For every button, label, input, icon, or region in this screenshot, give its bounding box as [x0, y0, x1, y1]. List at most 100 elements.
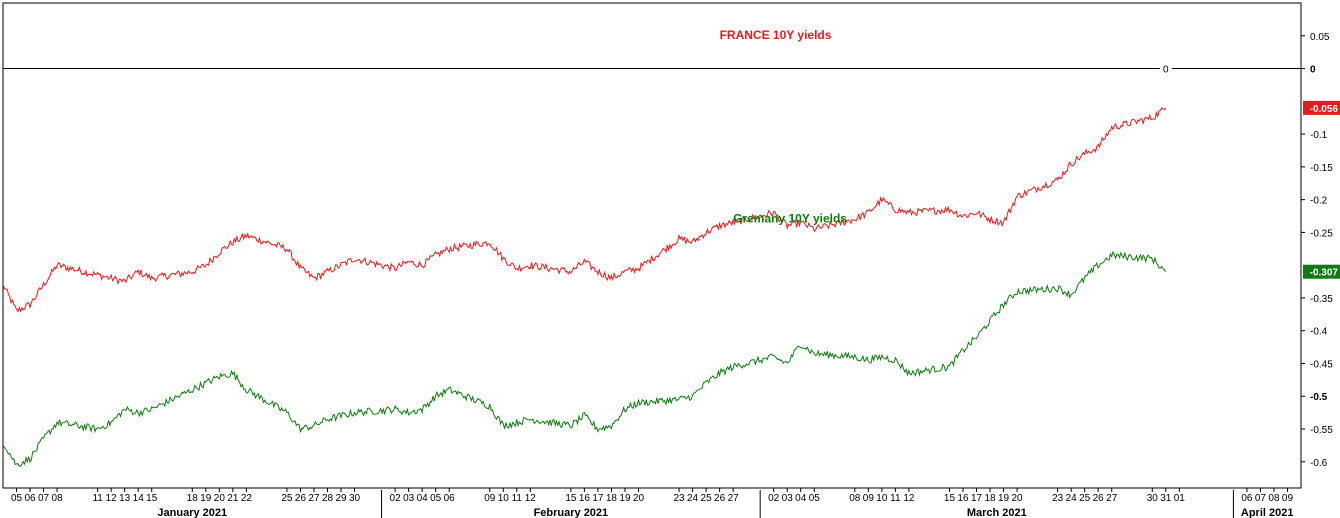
y-tick-label-11: -0.6 — [1310, 458, 1328, 469]
x-tick-label-41: 03 — [782, 493, 794, 504]
y-tick-label-6: -0.35 — [1310, 294, 1333, 305]
x-tick-label-16: 27 — [308, 493, 320, 504]
x-tick-label-51: 17 — [971, 493, 983, 504]
x-tick-label-11: 20 — [214, 493, 226, 504]
x-tick-label-30: 16 — [579, 493, 591, 504]
x-tick-label-34: 20 — [633, 493, 645, 504]
x-tick-label-9: 18 — [187, 493, 199, 504]
month-label-3: April 2021 — [1241, 507, 1294, 518]
x-tick-label-26: 10 — [498, 493, 510, 504]
zero-line-label-bg — [1159, 62, 1172, 75]
series-line-0 — [2, 106, 1167, 313]
x-tick-label-56: 24 — [1066, 493, 1078, 504]
x-tick-label-45: 09 — [863, 493, 875, 504]
x-tick-label-1: 06 — [24, 493, 36, 504]
x-tick-label-22: 04 — [417, 493, 429, 504]
x-tick-label-25: 09 — [484, 493, 496, 504]
x-tick-label-6: 13 — [119, 493, 131, 504]
x-tick-label-43: 05 — [809, 493, 821, 504]
x-tick-label-23: 05 — [430, 493, 442, 504]
x-tick-label-8: 15 — [146, 493, 158, 504]
x-tick-label-0: 05 — [11, 493, 23, 504]
zero-reference-line: 0 — [3, 62, 1301, 76]
x-tick-label-55: 23 — [1052, 493, 1064, 504]
x-tick-label-53: 19 — [998, 493, 1010, 504]
x-tick-label-12: 21 — [227, 493, 239, 504]
x-tick-label-18: 29 — [335, 493, 347, 504]
x-tick-label-39: 27 — [728, 493, 740, 504]
last-value-text-0: -0.056 — [1310, 104, 1339, 115]
x-tick-label-32: 18 — [606, 493, 618, 504]
month-label-0: January 2021 — [157, 507, 227, 518]
plot-frame — [2, 2, 1302, 489]
x-tick-label-57: 25 — [1079, 493, 1091, 504]
x-tick-label-46: 10 — [876, 493, 888, 504]
x-tick-label-47: 11 — [890, 493, 901, 504]
series-lines — [2, 106, 1167, 467]
x-tick-label-66: 09 — [1282, 493, 1294, 504]
x-tick-label-20: 02 — [390, 493, 402, 504]
x-tick-label-64: 07 — [1255, 493, 1267, 504]
x-tick-label-21: 03 — [403, 493, 415, 504]
x-tick-label-29: 15 — [565, 493, 577, 504]
y-tick-label-1: 0 — [1310, 65, 1316, 76]
last-value-badge-0 — [1303, 100, 1340, 115]
x-tick-label-49: 15 — [944, 493, 956, 504]
x-tick-label-24: 06 — [444, 493, 456, 504]
x-tick-label-7: 14 — [133, 493, 145, 504]
x-tick-label-5: 12 — [106, 493, 118, 504]
x-tick-label-2: 07 — [38, 493, 50, 504]
x-tick-label-65: 08 — [1268, 493, 1280, 504]
y-tick-label-4: -0.2 — [1310, 196, 1328, 207]
last-value-badges: -0.056 -0.307 — [1303, 100, 1340, 279]
x-tick-label-10: 19 — [200, 493, 212, 504]
x-tick-label-19: 30 — [349, 493, 361, 504]
x-tick-label-44: 08 — [849, 493, 861, 504]
last-value-badge-1 — [1303, 264, 1340, 279]
y-tick-label-10: -0.55 — [1310, 425, 1333, 436]
month-label-2: March 2021 — [967, 507, 1027, 518]
x-tick-label-37: 25 — [701, 493, 713, 504]
month-label-1: February 2021 — [534, 507, 609, 518]
y-tick-label-5: -0.25 — [1310, 228, 1333, 239]
x-tick-label-58: 26 — [1093, 493, 1105, 504]
x-tick-label-63: 06 — [1241, 493, 1253, 504]
x-tick-label-62: 01 — [1174, 493, 1186, 504]
x-tick-label-54: 20 — [1012, 493, 1024, 504]
x-tick-label-4: 11 — [92, 493, 103, 504]
x-tick-label-40: 02 — [768, 493, 780, 504]
y-axis: 0.05 0 -0.1 -0.15 -0.2 -0.25 -0.35 -0.4 -0.45 -0.… — [1301, 32, 1333, 469]
x-axis: 05 06 07 08 11 12 13 14 15 18 19 20 21 22 25 26 27 28 29 30… — [11, 488, 1294, 504]
x-tick-label-59: 27 — [1106, 493, 1118, 504]
x-tick-label-31: 17 — [592, 493, 604, 504]
y-tick-label-7: -0.4 — [1310, 327, 1328, 338]
x-tick-label-50: 16 — [957, 493, 969, 504]
x-tick-label-38: 26 — [714, 493, 726, 504]
series-name-label-1: Gremany 10Y yields — [733, 212, 847, 226]
x-tick-label-61: 31 — [1160, 493, 1172, 504]
x-tick-label-36: 24 — [687, 493, 699, 504]
x-tick-label-17: 28 — [322, 493, 334, 504]
x-tick-label-13: 22 — [241, 493, 253, 504]
x-tick-label-14: 25 — [281, 493, 293, 504]
series-line-1 — [2, 250, 1167, 467]
x-tick-label-42: 04 — [795, 493, 807, 504]
y-tick-label-3: -0.15 — [1310, 163, 1333, 174]
x-tick-label-52: 18 — [984, 493, 996, 504]
series-name-label-0: FRANCE 10Y yields — [720, 28, 832, 42]
last-value-text-1: -0.307 — [1310, 268, 1339, 279]
series-annotations: FRANCE 10Y yields Gremany 10Y yields — [720, 28, 848, 226]
x-tick-label-33: 19 — [619, 493, 631, 504]
zero-line-label: 0 — [1163, 65, 1169, 76]
x-tick-label-48: 12 — [903, 493, 915, 504]
x-tick-label-3: 08 — [52, 493, 64, 504]
y-tick-label-0: 0.05 — [1310, 32, 1330, 43]
x-tick-label-28: 12 — [525, 493, 537, 504]
y-tick-label-9: -0.5 — [1310, 392, 1328, 403]
y-tick-label-8: -0.45 — [1310, 359, 1333, 370]
y-tick-label-2: -0.1 — [1310, 130, 1328, 141]
month-labels: January 2021 February 2021 March 2021 April… — [157, 490, 1293, 518]
x-tick-label-60: 30 — [1147, 493, 1159, 504]
x-tick-label-27: 11 — [512, 493, 523, 504]
